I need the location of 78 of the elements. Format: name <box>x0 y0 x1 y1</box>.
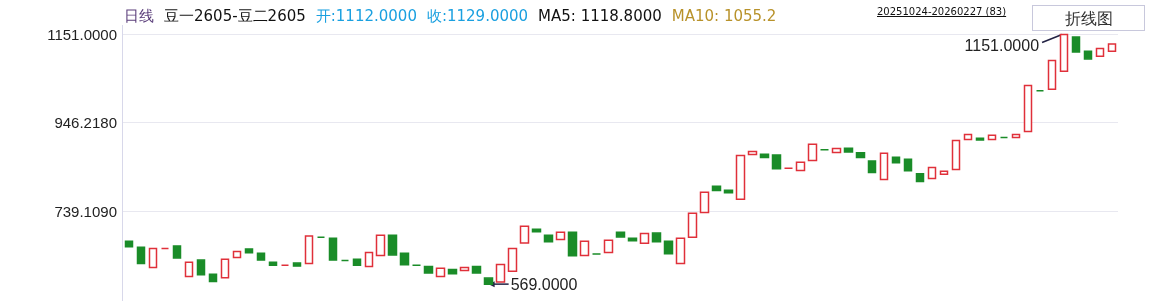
candlestick <box>495 263 506 283</box>
candlestick <box>447 268 458 275</box>
candlestick <box>843 147 854 153</box>
candlestick <box>891 156 901 164</box>
candlestick <box>555 231 566 241</box>
candlestick <box>663 240 674 255</box>
candlestick <box>364 251 374 268</box>
candlestick <box>651 232 662 243</box>
candlestick <box>196 259 206 276</box>
candlestick <box>795 161 806 172</box>
candlestick <box>831 147 842 154</box>
candlestick <box>579 240 590 257</box>
candlestick <box>519 225 530 244</box>
text: 日线 <box>124 7 154 26</box>
candlestick <box>423 265 434 274</box>
chart-toggle-button[interactable]: 折线图 <box>1032 5 1145 31</box>
candlestick <box>1047 59 1057 91</box>
candlestick <box>531 228 542 233</box>
candlestick <box>687 212 698 239</box>
candlestick <box>723 189 734 194</box>
candlestick <box>1059 33 1069 73</box>
text: MA5: 1118.8000 <box>538 7 662 26</box>
candlestick <box>220 258 230 279</box>
candlestick <box>975 137 985 141</box>
candlestick <box>387 234 398 256</box>
chart-title: 豆一2605-豆二2605 <box>164 7 306 26</box>
text: 收:1129.0000 <box>426 7 529 26</box>
candlestick <box>184 261 194 278</box>
candlestick <box>879 152 889 181</box>
candlestick <box>471 265 482 274</box>
candlestick <box>543 234 554 243</box>
candlestick <box>615 231 626 238</box>
text: MA10: 1055.2 <box>671 7 777 26</box>
candlestick <box>735 154 746 200</box>
candlestick <box>483 277 494 285</box>
candlestick <box>1095 47 1105 58</box>
candlestick <box>232 250 242 259</box>
y-tick-label: 739.1090 <box>54 202 117 220</box>
candlestick <box>292 262 302 267</box>
candlestick <box>399 252 410 266</box>
candlestick <box>927 166 937 180</box>
candlestick <box>759 153 770 159</box>
candlestick <box>567 231 578 257</box>
candlestick <box>1107 43 1117 52</box>
annotation: 1151.0000 <box>964 36 1040 54</box>
candlestick <box>639 232 650 245</box>
candlestick <box>256 252 266 261</box>
candlestick <box>148 247 158 269</box>
candlestick <box>172 245 182 259</box>
candlestick <box>903 158 913 172</box>
candlestick <box>435 267 446 278</box>
candlestick <box>328 237 338 261</box>
candlestick <box>627 237 638 242</box>
candlestick <box>807 143 818 162</box>
candlestick <box>1083 50 1093 60</box>
candlestick <box>244 248 254 254</box>
candlestick <box>951 139 961 171</box>
candlestick <box>136 246 146 265</box>
candlestick <box>1071 36 1081 53</box>
candlestick <box>1023 84 1033 133</box>
candlestick <box>268 261 278 266</box>
candlestick <box>124 240 134 248</box>
candlestick <box>603 239 614 254</box>
candlestick <box>915 173 925 183</box>
y-tick-label: 1151.0000 <box>47 25 117 43</box>
candlestick <box>507 247 518 273</box>
candlestick <box>867 160 877 174</box>
text: 开:1112.0000 <box>315 7 417 26</box>
text: 20251024-20260227 (83) <box>877 6 1007 17</box>
candlestick <box>855 152 866 159</box>
candlestick <box>771 154 782 170</box>
candlestick <box>699 191 710 214</box>
candlestick <box>352 258 362 266</box>
candlestick <box>304 235 314 265</box>
candlestick <box>375 234 386 257</box>
annotation: 569.0000 <box>510 275 578 293</box>
candlestick <box>675 237 686 265</box>
y-tick-label: 946.2180 <box>54 113 117 131</box>
